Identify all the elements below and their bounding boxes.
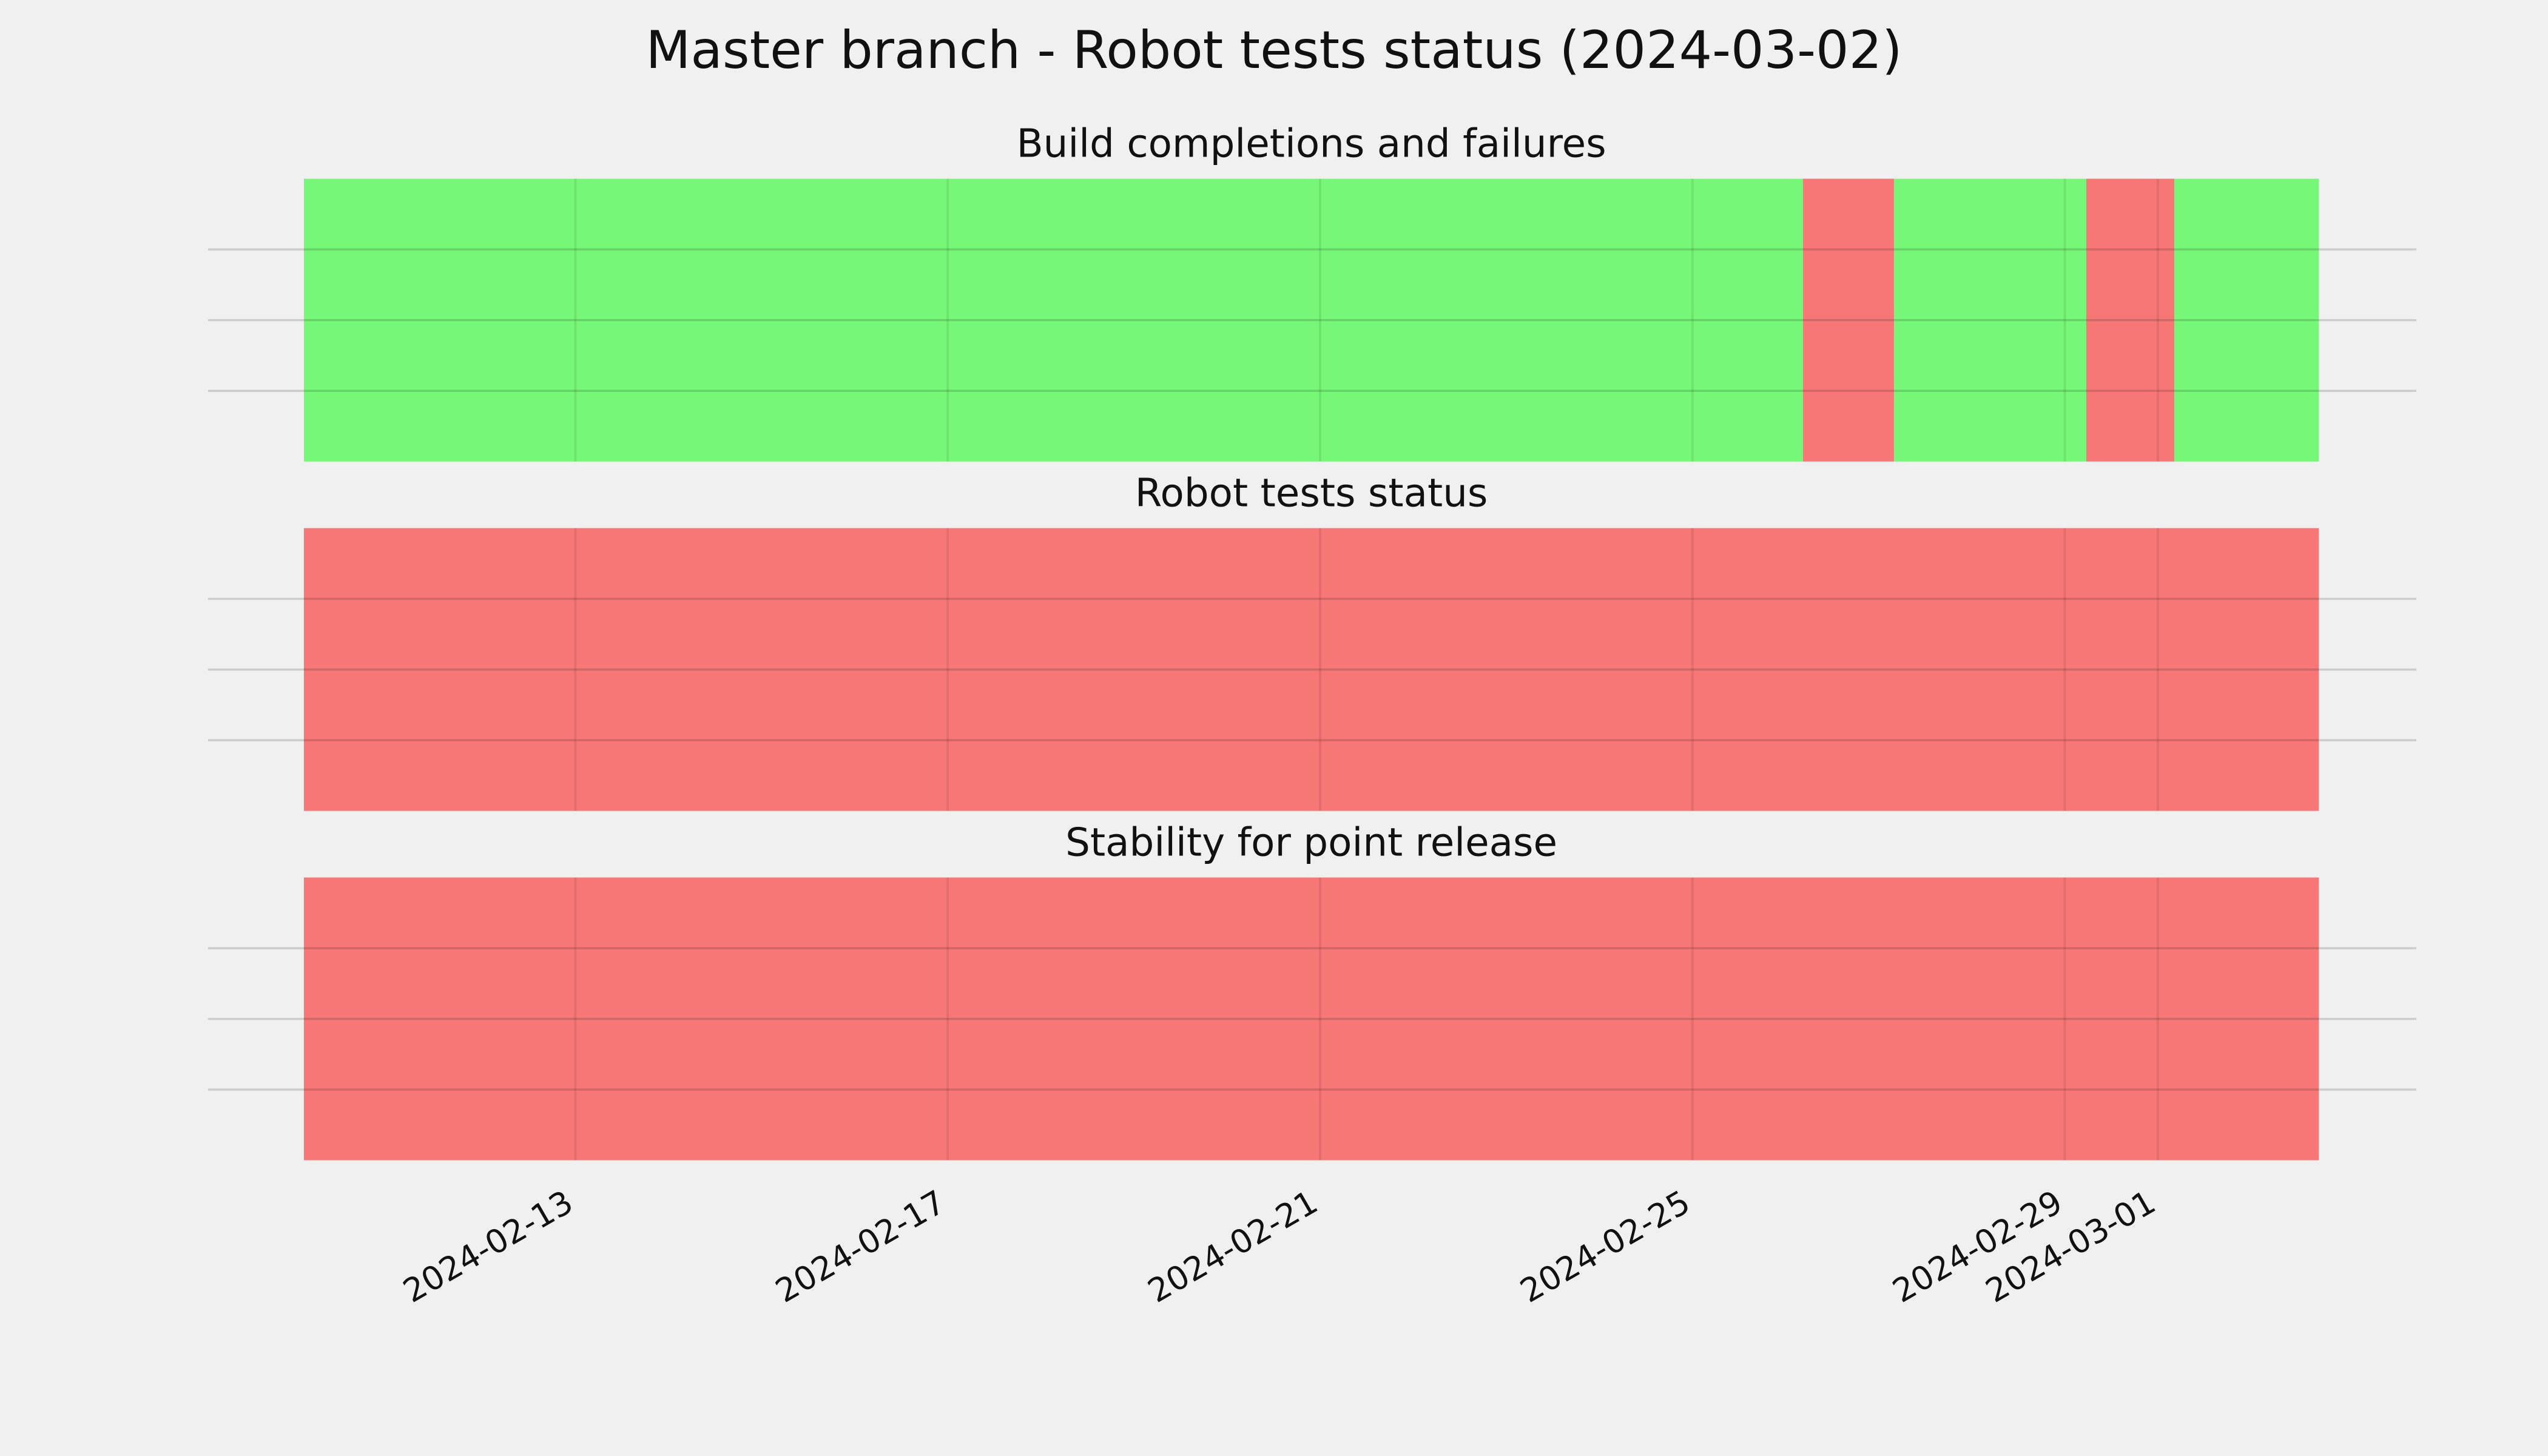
status-span (303, 178, 1803, 462)
subplot-title: Robot tests status (1135, 471, 1488, 516)
status-span (1894, 178, 2086, 462)
status-span (2086, 178, 2175, 462)
subplot-title: Stability for point release (1065, 820, 1557, 865)
status-span (2174, 178, 2319, 462)
subplot-title: Build completions and failures (1017, 121, 1606, 167)
status-span (1802, 178, 1895, 462)
status-span (303, 877, 2319, 1161)
status-span (303, 528, 2319, 811)
figure-title: Master branch - Robot tests status (2024… (645, 20, 1902, 81)
